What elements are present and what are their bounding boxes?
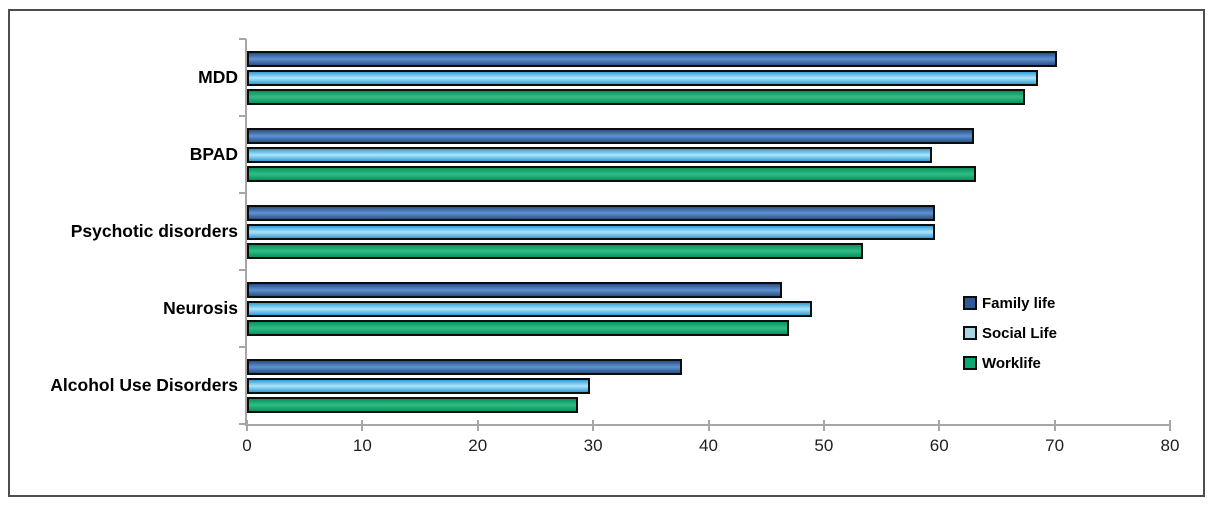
bar-mdd-family-life xyxy=(247,50,1057,67)
value-axis-tick-40 xyxy=(707,420,710,431)
plot-area xyxy=(247,39,1170,424)
legend-swatch-family-life xyxy=(963,296,977,310)
bar-mdd-worklife xyxy=(247,88,1025,105)
category-label-mdd: MDD xyxy=(198,67,238,87)
bar-bpad-social-life xyxy=(247,146,933,163)
value-axis-tick-label-70: 70 xyxy=(1045,436,1065,455)
value-axis-tick-label-60: 60 xyxy=(929,436,949,455)
category-axis-line xyxy=(245,39,247,426)
bar-mdd-social-life xyxy=(247,69,1039,86)
category-axis-tick xyxy=(239,38,246,40)
category-label-psychotic-disorders: Psychotic disorders xyxy=(70,221,238,241)
value-axis-tick-80 xyxy=(1169,420,1171,431)
bar-neurosis-family-life xyxy=(247,281,783,298)
bar-group-alcohol-use-disorders xyxy=(247,347,1170,424)
category-axis-tick xyxy=(239,115,246,117)
bar-group-psychotic-disorders xyxy=(247,193,1170,270)
value-axis-tick-0 xyxy=(246,420,248,431)
category-label-bpad: BPAD xyxy=(189,144,238,164)
value-axis-tick-label-50: 50 xyxy=(814,436,834,455)
bar-group-bpad xyxy=(247,116,1170,193)
value-axis-tick-label-40: 40 xyxy=(699,436,718,455)
bar-neurosis-worklife xyxy=(247,319,790,336)
legend-item-worklife: Worklife xyxy=(963,348,1057,378)
bar-psychotic-disorders-worklife xyxy=(247,242,864,259)
category-axis-tick xyxy=(239,192,246,194)
legend-label-family-life: Family life xyxy=(982,294,1056,312)
legend: Family life Social Life Worklife xyxy=(963,288,1057,378)
legend-item-social-life: Social Life xyxy=(963,318,1057,348)
value-axis-tick-label-10: 10 xyxy=(352,436,372,455)
category-axis-tick xyxy=(239,269,246,271)
legend-label-social-life: Social Life xyxy=(982,324,1058,342)
bar-neurosis-social-life xyxy=(247,300,813,317)
value-axis-tick-30 xyxy=(592,420,595,431)
category-label-neurosis: Neurosis xyxy=(163,298,238,318)
value-axis: 0 10 20 30 40 50 60 70 80 xyxy=(242,420,1179,484)
value-axis-tick-20 xyxy=(476,420,479,431)
bar-psychotic-disorders-family-life xyxy=(247,204,935,221)
legend-swatch-worklife xyxy=(963,356,977,370)
legend-swatch-social-life xyxy=(963,326,977,340)
category-label-alcohol-use-disorders: Alcohol Use Disorders xyxy=(50,375,238,395)
value-axis-tick-label-80: 80 xyxy=(1160,436,1180,455)
bar-group-mdd xyxy=(247,39,1170,116)
bar-group-neurosis xyxy=(247,270,1170,347)
bar-psychotic-disorders-social-life xyxy=(247,223,935,240)
value-axis-tick-10 xyxy=(361,420,364,431)
value-axis-tick-50 xyxy=(822,420,825,431)
bar-alcohol-use-disorders-worklife xyxy=(247,396,579,413)
bar-bpad-family-life xyxy=(247,127,974,144)
category-axis-tick xyxy=(239,423,246,425)
value-axis-tick-60 xyxy=(938,420,941,431)
value-axis-tick-label-20: 20 xyxy=(468,436,488,455)
category-axis-labels: MDD BPAD Psychotic disorders Neurosis Alcoho… xyxy=(0,39,238,424)
category-axis-tick xyxy=(239,346,246,348)
value-axis-tick-70 xyxy=(1053,420,1056,431)
value-axis-tick-label-0: 0 xyxy=(242,436,252,455)
bar-alcohol-use-disorders-social-life xyxy=(247,377,590,394)
legend-label-worklife: Worklife xyxy=(982,354,1041,372)
legend-item-family-life: Family life xyxy=(963,288,1057,318)
bar-bpad-worklife xyxy=(247,165,977,182)
value-axis-tick-label-30: 30 xyxy=(583,436,603,455)
bar-alcohol-use-disorders-family-life xyxy=(247,358,682,375)
